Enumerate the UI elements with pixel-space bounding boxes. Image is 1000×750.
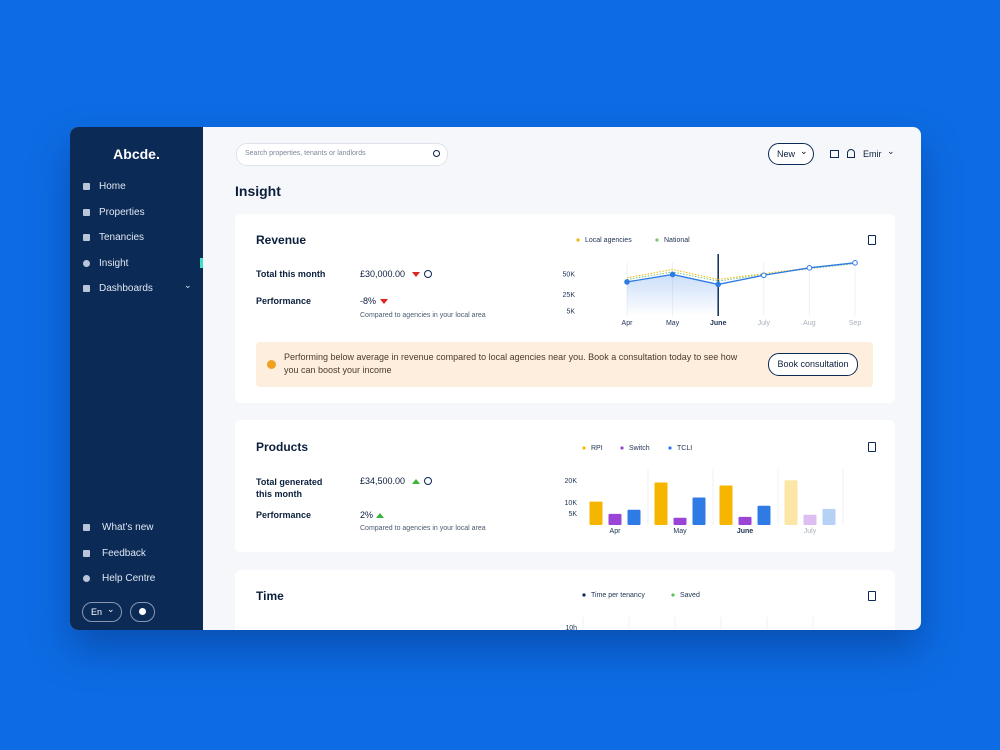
user-name[interactable]: Emir (863, 149, 882, 159)
down-arrow (380, 299, 388, 308)
nav-home[interactable]: Home (99, 181, 126, 192)
nav-insight[interactable]: Insight (99, 258, 129, 269)
total-label: Total generated this month (256, 477, 323, 499)
performance-value: -8% (360, 296, 377, 306)
logo: Abcde. (113, 146, 160, 162)
help-icon[interactable] (424, 477, 432, 485)
sidebar: Abcde. Home Properties Tenancies Insight… (70, 127, 203, 630)
nav-tenancies[interactable]: Tenancies (99, 232, 145, 243)
total-value: £30,000.00 (360, 269, 406, 279)
new-label: New (777, 149, 796, 159)
inbox-icon[interactable] (830, 150, 839, 158)
nav-feedback[interactable]: Feedback (102, 548, 146, 559)
performance-note: Compared to agencies in your local area (360, 525, 486, 532)
card-title: Revenue (256, 233, 307, 247)
down-arrow (412, 272, 420, 281)
app-window: Abcde. Home Properties Tenancies Insight… (70, 127, 921, 630)
card-title: Products (256, 440, 309, 454)
total-label: Total this month (256, 269, 326, 279)
nav-dashboards[interactable]: Dashboards (99, 283, 153, 294)
alert-text: Performing below average in revenue comp… (284, 352, 738, 375)
nav-properties[interactable]: Properties (99, 207, 145, 218)
alert: Performing below average in revenue comp… (256, 342, 873, 387)
card-title: Time (256, 589, 284, 603)
export-icon[interactable] (868, 235, 876, 245)
active-indicator (200, 258, 203, 268)
book-button[interactable]: Book consultation (768, 353, 858, 376)
total-value: £34,500.00 (360, 476, 406, 486)
help-icon[interactable] (424, 270, 432, 278)
nav-help[interactable]: Help Centre (102, 573, 156, 584)
export-icon[interactable] (868, 442, 876, 452)
search-box[interactable]: Search properties, tenants or landlords (236, 143, 448, 166)
performance-label: Performance (256, 296, 312, 306)
up-arrow (412, 475, 420, 484)
bell-icon[interactable] (847, 149, 855, 158)
export-icon[interactable] (868, 591, 876, 601)
performance-value: 2% (360, 510, 374, 520)
chevron: ⌄ (184, 280, 192, 290)
page-title: Insight (235, 183, 281, 199)
nav-whats-new[interactable]: What’s new (102, 522, 154, 533)
time-card (235, 570, 895, 630)
new-button[interactable]: New ⌄ (768, 143, 814, 165)
search-placeholder: Search properties, tenants or landlords (245, 150, 366, 157)
language: En (91, 607, 103, 617)
user-chevron: ⌄ (887, 146, 895, 156)
performance-label: Performance (256, 510, 312, 520)
up-arrow (376, 509, 384, 518)
performance-note: Compared to agencies in your local area (360, 312, 486, 319)
language-select[interactable]: En ⌄ (82, 602, 122, 622)
products-card (235, 420, 895, 552)
settings-button[interactable] (130, 602, 155, 622)
